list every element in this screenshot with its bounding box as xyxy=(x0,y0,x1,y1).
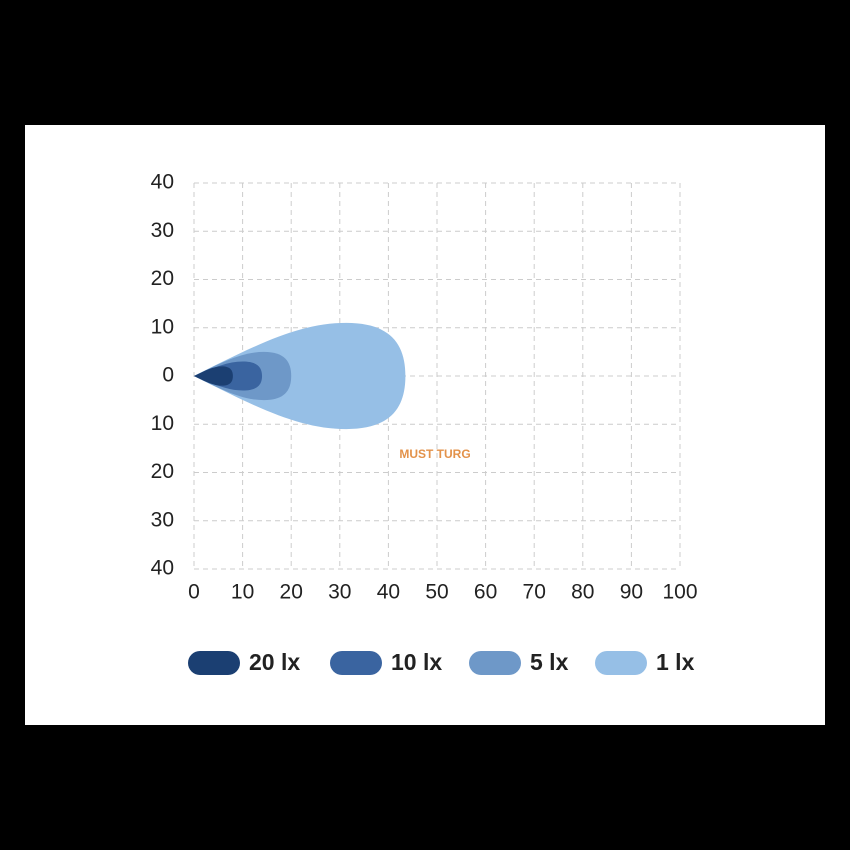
panel xyxy=(25,125,825,725)
x-tick-label: 70 xyxy=(523,581,546,604)
labels: 0 10 20 30 40 50 60 70 80 90 10040302010010203040M… xyxy=(151,171,698,676)
legend-label: 5 lx xyxy=(530,649,569,675)
y-tick-label: 10 xyxy=(151,315,174,338)
y-tick-label: 20 xyxy=(151,460,174,483)
x-tick-label: 0 xyxy=(188,581,200,604)
legend-label: 1 lx xyxy=(656,649,695,675)
beams xyxy=(194,322,406,430)
legend-swatch xyxy=(595,651,647,675)
beam-contour xyxy=(194,322,406,430)
y-tick-label: 20 xyxy=(151,267,174,290)
legend-swatch xyxy=(330,651,382,675)
x-tick-label: 90 xyxy=(620,581,643,604)
x-tick-label: 100 xyxy=(662,581,697,604)
y-tick-label: 40 xyxy=(151,557,174,580)
y-tick-label: 30 xyxy=(151,508,174,531)
x-tick-label: 40 xyxy=(377,581,400,604)
y-tick-label: 10 xyxy=(151,412,174,435)
y-tick-label: 40 xyxy=(151,171,174,194)
legend-label: 20 lx xyxy=(249,649,300,675)
x-tick-label: 30 xyxy=(328,581,351,604)
y-tick-label: 0 xyxy=(162,364,174,387)
beam-contour xyxy=(194,366,233,386)
x-tick-label: 80 xyxy=(571,581,594,604)
legend-swatch xyxy=(469,651,521,675)
x-tick-label: 10 xyxy=(231,581,254,604)
watermark: MUST TURG xyxy=(399,447,470,461)
legend-label: 10 lx xyxy=(391,649,442,675)
x-tick-label: 60 xyxy=(474,581,497,604)
legend-swatch xyxy=(188,651,240,675)
x-tick-label: 20 xyxy=(280,581,303,604)
x-tick-label: 50 xyxy=(425,581,448,604)
y-tick-label: 30 xyxy=(151,219,174,242)
